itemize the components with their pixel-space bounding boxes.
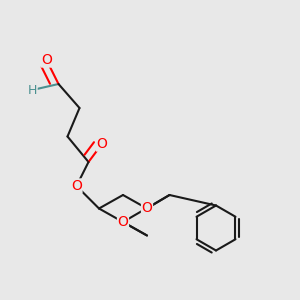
Text: H: H bbox=[28, 83, 37, 97]
Text: O: O bbox=[41, 53, 52, 67]
Text: O: O bbox=[97, 137, 107, 151]
Text: O: O bbox=[118, 215, 128, 229]
Text: O: O bbox=[71, 179, 82, 193]
Text: O: O bbox=[142, 202, 152, 215]
